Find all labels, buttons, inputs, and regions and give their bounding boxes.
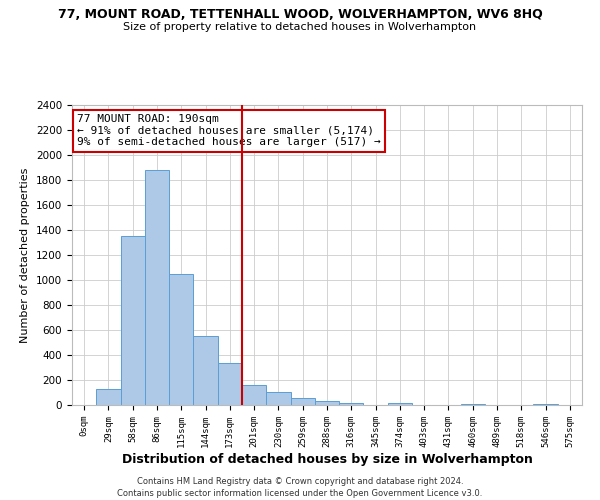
Bar: [121, 236, 145, 405]
Bar: [290, 398, 315, 405]
Bar: [388, 403, 412, 405]
Text: Contains public sector information licensed under the Open Government Licence v3: Contains public sector information licen…: [118, 489, 482, 498]
Bar: [461, 404, 485, 405]
Text: 77, MOUNT ROAD, TETTENHALL WOOD, WOLVERHAMPTON, WV6 8HQ: 77, MOUNT ROAD, TETTENHALL WOOD, WOLVERH…: [58, 8, 542, 20]
Text: Size of property relative to detached houses in Wolverhampton: Size of property relative to detached ho…: [124, 22, 476, 32]
Y-axis label: Number of detached properties: Number of detached properties: [20, 168, 31, 342]
Bar: [315, 401, 339, 405]
Bar: [533, 404, 558, 405]
Bar: [266, 392, 290, 405]
Bar: [193, 336, 218, 405]
Bar: [242, 385, 266, 405]
Bar: [145, 170, 169, 405]
Text: Contains HM Land Registry data © Crown copyright and database right 2024.: Contains HM Land Registry data © Crown c…: [137, 478, 463, 486]
Bar: [339, 402, 364, 405]
Bar: [218, 362, 242, 405]
Bar: [96, 390, 121, 405]
X-axis label: Distribution of detached houses by size in Wolverhampton: Distribution of detached houses by size …: [122, 452, 532, 466]
Bar: [169, 274, 193, 405]
Text: 77 MOUNT ROAD: 190sqm
← 91% of detached houses are smaller (5,174)
9% of semi-de: 77 MOUNT ROAD: 190sqm ← 91% of detached …: [77, 114, 381, 147]
